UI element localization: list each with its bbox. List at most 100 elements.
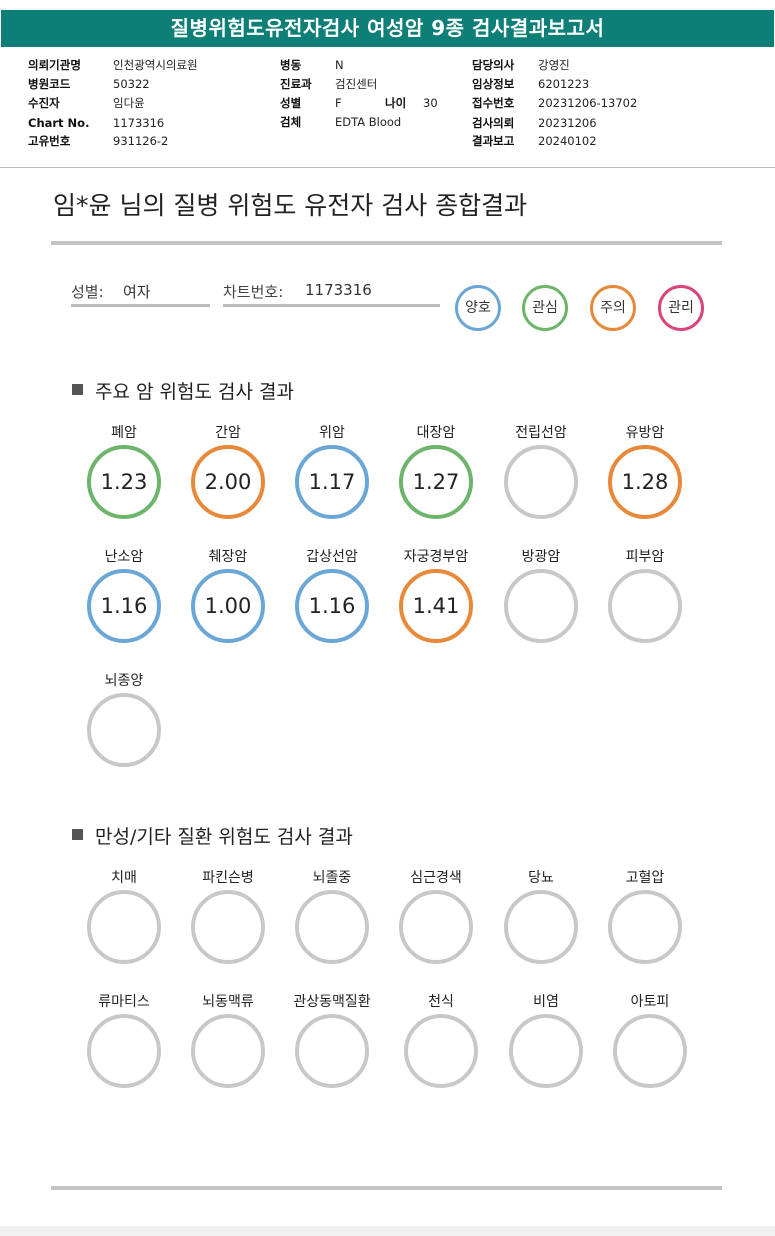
disease-label: 치매 <box>111 870 137 886</box>
info-specimen: 검체 EDTA Blood <box>280 115 402 129</box>
risk-score-circle <box>87 693 161 767</box>
disease-label: 류마티스 <box>98 994 150 1010</box>
divider <box>51 241 722 245</box>
result-cell: 파킨슨병 <box>173 867 283 993</box>
legend-good: 양호 <box>455 285 501 331</box>
risk-score-circle <box>399 890 473 964</box>
disease-label: 대장암 <box>416 425 456 441</box>
risk-score-circle <box>608 890 682 964</box>
disease-label: 위암 <box>319 425 345 441</box>
disease-label: 간암 <box>215 425 241 441</box>
risk-score-circle: 1.00 <box>191 569 265 643</box>
result-cell: 자궁경부암 1.41 <box>381 546 491 672</box>
disease-label: 난소암 <box>104 549 144 565</box>
bullet-square <box>72 829 83 840</box>
info-report-date: 결과보고 20240102 <box>472 134 597 148</box>
disease-label: 관상동맥질환 <box>293 994 371 1010</box>
disease-label: 췌장암 <box>208 549 248 565</box>
result-cell: 피부암 <box>590 546 700 672</box>
risk-score-circle: 1.28 <box>608 445 682 519</box>
disease-label: 고혈압 <box>625 870 665 886</box>
risk-score-circle: 1.23 <box>87 445 161 519</box>
result-cell: 갑상선암 1.16 <box>277 546 387 672</box>
info-receipt-no: 접수번호 20231206-13702 <box>472 96 638 110</box>
risk-score-circle <box>504 890 578 964</box>
disease-label: 피부암 <box>625 549 665 565</box>
chart-number-value: 1173316 <box>305 281 372 299</box>
sex-label: 성별: <box>71 283 104 301</box>
risk-score-circle: 1.16 <box>87 569 161 643</box>
result-cell: 폐암 1.23 <box>69 422 179 548</box>
result-cell: 아토피 <box>595 991 705 1117</box>
risk-score-circle <box>87 1014 161 1088</box>
info-sex-age: 성별 F 나이 30 <box>280 96 438 110</box>
info-institution: 의뢰기관명 인천광역시의료원 <box>28 58 198 72</box>
disease-label: 당뇨 <box>528 870 554 886</box>
result-cell: 뇌동맥류 <box>173 991 283 1117</box>
risk-score-circle <box>87 890 161 964</box>
disease-label: 뇌동맥류 <box>202 994 254 1010</box>
disease-label: 폐암 <box>111 425 137 441</box>
disease-label: 뇌종양 <box>104 673 144 689</box>
disease-label: 파킨슨병 <box>202 870 254 886</box>
risk-score-circle <box>504 569 578 643</box>
risk-score-circle <box>295 890 369 964</box>
risk-score-circle: 1.16 <box>295 569 369 643</box>
disease-label: 천식 <box>428 994 454 1010</box>
disease-label: 비염 <box>533 994 559 1010</box>
result-cell: 천식 <box>386 991 496 1117</box>
risk-score-circle: 1.27 <box>399 445 473 519</box>
result-cell: 류마티스 <box>69 991 179 1117</box>
sex-value: 여자 <box>123 283 151 301</box>
disease-label: 자궁경부암 <box>403 549 469 565</box>
result-cell: 심근경색 <box>381 867 491 993</box>
risk-score-circle <box>509 1014 583 1088</box>
chart-number-label: 차트번호: <box>223 283 284 301</box>
risk-score-circle: 1.17 <box>295 445 369 519</box>
risk-score-circle <box>191 1014 265 1088</box>
result-cell: 당뇨 <box>486 867 596 993</box>
result-cell: 뇌종양 <box>69 670 179 796</box>
disease-label: 전립선암 <box>515 425 567 441</box>
result-cell: 간암 2.00 <box>173 422 283 548</box>
risk-score-circle <box>504 445 578 519</box>
risk-score-circle <box>613 1014 687 1088</box>
info-patient: 수진자 임다윤 <box>28 96 145 110</box>
result-cell: 뇌졸중 <box>277 867 387 993</box>
result-cell: 고혈압 <box>590 867 700 993</box>
info-unique-no: 고유번호 931126-2 <box>28 134 169 148</box>
risk-score-circle <box>404 1014 478 1088</box>
result-cell: 위암 1.17 <box>277 422 387 548</box>
disease-label: 방광암 <box>521 549 561 565</box>
info-request-date: 검사의뢰 20231206 <box>472 116 597 130</box>
result-cell: 대장암 1.27 <box>381 422 491 548</box>
patient-info-grid: 의뢰기관명 인천광역시의료원 병원코드 50322 수진자 임다윤 Chart … <box>0 52 775 162</box>
result-cell: 치매 <box>69 867 179 993</box>
sex-field: 성별: 여자 <box>71 281 210 307</box>
disease-label: 갑상선암 <box>306 549 358 565</box>
risk-score-circle <box>191 890 265 964</box>
report-header: 질병위험도유전자검사 여성암 9종 검사결과보고서 의뢰기관명 인천광역시의료원… <box>0 0 775 168</box>
risk-score-circle: 2.00 <box>191 445 265 519</box>
info-hospital-code: 병원코드 50322 <box>28 77 150 91</box>
disease-label: 뇌졸중 <box>312 870 352 886</box>
info-ward: 병동 N <box>280 58 344 72</box>
info-department: 진료과 검진센터 <box>280 77 378 91</box>
legend-caution: 주의 <box>590 285 636 331</box>
result-cell: 췌장암 1.00 <box>173 546 283 672</box>
result-cell: 관상동맥질환 <box>277 991 387 1117</box>
result-cell: 비염 <box>491 991 601 1117</box>
chart-number-field: 차트번호: 1173316 <box>223 281 440 307</box>
legend-manage: 관리 <box>658 285 704 331</box>
info-chart-no: Chart No. 1173316 <box>28 116 165 130</box>
summary-title: 임*윤 님의 질병 위험도 유전자 검사 종합결과 <box>53 191 528 220</box>
disease-label: 아토피 <box>630 994 670 1010</box>
result-cell: 전립선암 <box>486 422 596 548</box>
bullet-square <box>72 384 83 395</box>
result-cell: 방광암 <box>486 546 596 672</box>
result-cell: 난소암 1.16 <box>69 546 179 672</box>
divider <box>51 1186 722 1190</box>
report-title: 질병위험도유전자검사 여성암 9종 검사결과보고서 <box>1 10 774 47</box>
risk-score-circle <box>295 1014 369 1088</box>
